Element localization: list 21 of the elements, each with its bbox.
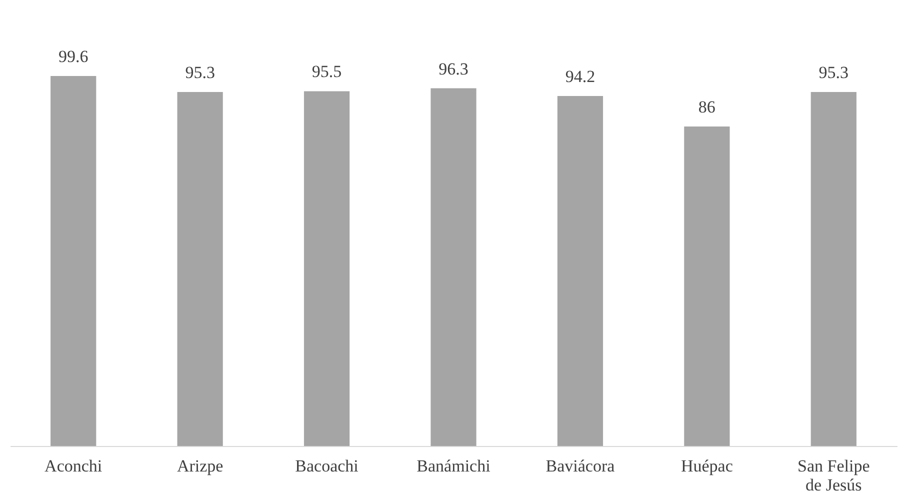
bar xyxy=(50,76,96,446)
x-tick-label: Bacoachi xyxy=(295,456,359,476)
data-label: 95.5 xyxy=(312,62,342,82)
x-tick-label: Banámichi xyxy=(416,456,491,476)
x-tick-label: Baviácora xyxy=(546,456,616,476)
bar xyxy=(177,92,223,446)
x-tick-label: Arizpe xyxy=(176,456,224,476)
x-tick-label: Huépac xyxy=(680,456,734,476)
data-label: 96.3 xyxy=(438,59,468,78)
bar xyxy=(810,92,856,446)
bar xyxy=(430,88,476,446)
data-label: 99.6 xyxy=(58,47,88,66)
data-label: 94.2 xyxy=(565,67,596,86)
bar xyxy=(684,126,730,446)
bar xyxy=(557,96,604,446)
data-label: 95.3 xyxy=(185,62,215,82)
bar xyxy=(304,91,350,446)
data-label: 86 xyxy=(698,98,716,117)
x-tick-label: San Felipe de Jesús xyxy=(798,456,870,494)
x-tick-label: Aconchi xyxy=(44,456,102,476)
data-label: 95.3 xyxy=(818,62,849,82)
